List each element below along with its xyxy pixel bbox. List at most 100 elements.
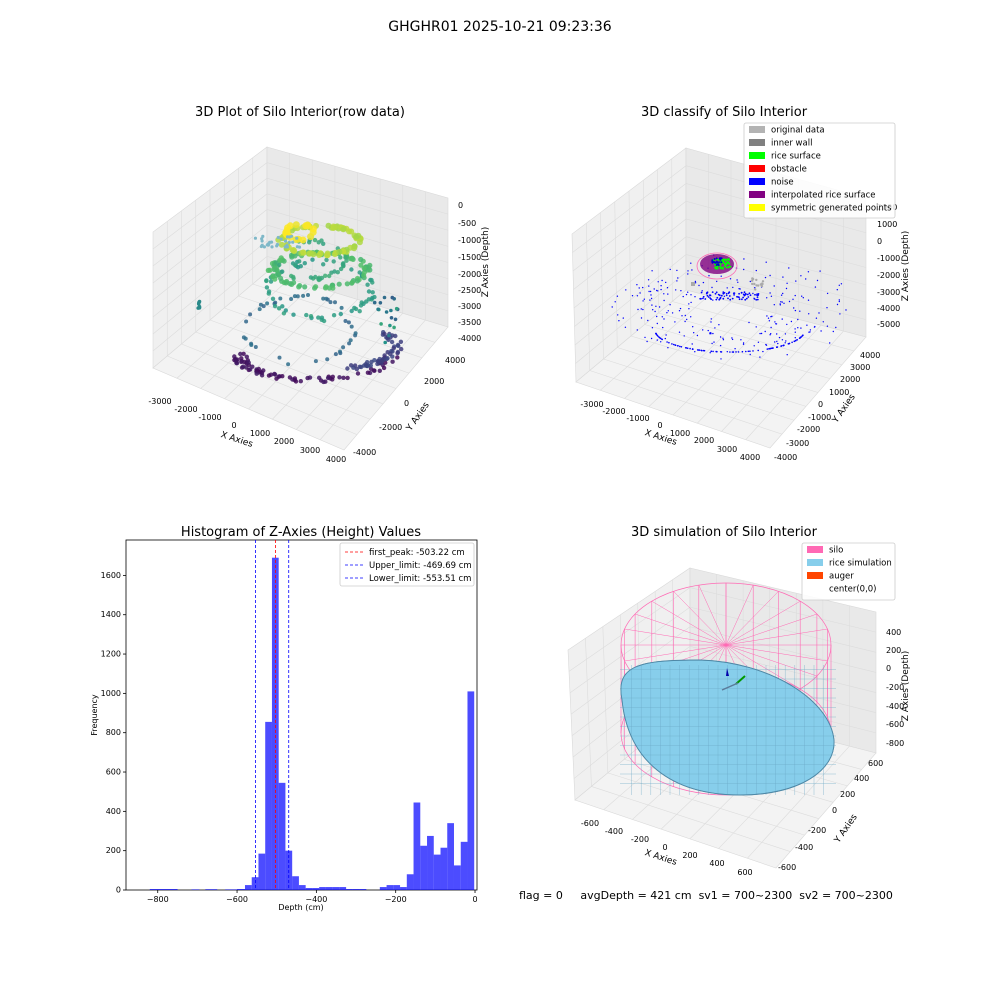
data-point bbox=[398, 339, 404, 344]
noise-point bbox=[766, 348, 769, 350]
noise-point bbox=[745, 293, 747, 296]
data-point bbox=[324, 257, 329, 263]
classify-x-tick: -1000 bbox=[626, 414, 649, 423]
data-point bbox=[306, 293, 310, 297]
data-point bbox=[379, 358, 385, 363]
simulation-x-tick: 400 bbox=[709, 859, 724, 868]
noise-point bbox=[783, 302, 785, 304]
noise-point bbox=[718, 298, 721, 301]
x-tick-label: 0 bbox=[472, 895, 477, 904]
noise-point bbox=[786, 282, 788, 284]
noise-point bbox=[759, 332, 761, 335]
histogram-bar bbox=[205, 889, 218, 890]
grid-line bbox=[573, 200, 867, 290]
histogram-bar bbox=[319, 887, 326, 890]
data-point bbox=[347, 341, 352, 346]
data-point bbox=[308, 275, 314, 280]
data-point bbox=[293, 379, 299, 384]
simulation-y-label: Y Axies bbox=[832, 812, 860, 845]
y-tick-label: 0 bbox=[116, 886, 121, 895]
noise-point bbox=[729, 351, 731, 353]
histogram-bar bbox=[352, 889, 360, 890]
noise-point bbox=[819, 270, 821, 272]
noise-point bbox=[654, 310, 656, 313]
status-line: flag = 0 avgDepth = 421 cm sv1 = 700~230… bbox=[519, 889, 893, 902]
noise-point bbox=[687, 291, 689, 293]
noise-point bbox=[749, 353, 751, 356]
grid-line bbox=[152, 177, 449, 267]
grid-line bbox=[642, 180, 646, 325]
noise-point bbox=[762, 350, 764, 353]
histogram-legend-box bbox=[339, 542, 475, 587]
noise-point bbox=[702, 295, 705, 298]
noise-point bbox=[665, 334, 667, 336]
grid-line bbox=[152, 240, 449, 335]
data-point bbox=[274, 267, 280, 274]
noise-point bbox=[726, 287, 728, 289]
noise-point bbox=[625, 289, 627, 291]
data-point bbox=[331, 224, 338, 231]
noise-point bbox=[720, 275, 722, 277]
noise-point bbox=[660, 341, 662, 343]
simulation-z-tick: -600 bbox=[886, 720, 904, 729]
classify-y-tick: 4000 bbox=[860, 351, 880, 360]
histogram-bar bbox=[393, 885, 401, 890]
data-point bbox=[372, 300, 377, 305]
noise-point bbox=[801, 335, 803, 337]
noise-point bbox=[726, 292, 728, 295]
noise-point bbox=[725, 294, 728, 297]
raw-z-tick: -3000 bbox=[458, 302, 481, 311]
grid-line bbox=[585, 638, 592, 787]
data-point bbox=[351, 245, 358, 252]
data-point bbox=[295, 236, 299, 240]
silo-roof-line bbox=[725, 644, 801, 690]
histogram-x-ticks: −800 −600 −400 −200 0 bbox=[147, 890, 478, 904]
noise-point bbox=[753, 345, 755, 347]
noise-point bbox=[779, 304, 781, 306]
classify-y-tick: 3000 bbox=[850, 363, 870, 372]
noise-point bbox=[716, 296, 719, 299]
noise-point bbox=[757, 341, 760, 343]
simulation-x-tick: 200 bbox=[682, 851, 697, 860]
noise-point bbox=[638, 287, 640, 289]
noise-point bbox=[736, 279, 738, 281]
rice-surface bbox=[620, 659, 836, 796]
noise-point bbox=[624, 326, 627, 328]
histogram-bar bbox=[440, 847, 448, 890]
noise-point bbox=[663, 318, 665, 320]
histogram-bar bbox=[433, 854, 441, 890]
data-point bbox=[249, 343, 254, 347]
data-point bbox=[345, 375, 350, 381]
noise-point bbox=[710, 321, 712, 323]
data-point bbox=[289, 234, 294, 238]
simulation-z-tick: -800 bbox=[886, 739, 904, 748]
noise-point bbox=[661, 338, 663, 341]
noise-point bbox=[826, 292, 829, 295]
data-point bbox=[369, 277, 374, 283]
data-point bbox=[321, 262, 326, 267]
y-tick-label: 800 bbox=[106, 728, 121, 737]
grid-line bbox=[574, 236, 867, 327]
classify-y-tick: -1000 bbox=[808, 413, 831, 422]
silo-roof-line bbox=[725, 613, 817, 646]
data-point bbox=[266, 289, 272, 294]
noise-point bbox=[683, 335, 685, 337]
noise-point bbox=[788, 267, 790, 269]
noise-point bbox=[757, 293, 760, 295]
noise-point bbox=[705, 292, 708, 295]
noise-point bbox=[769, 347, 772, 350]
noise-point bbox=[685, 293, 688, 296]
data-point bbox=[273, 260, 279, 265]
y-tick-label: 1000 bbox=[101, 689, 121, 698]
noise-point bbox=[713, 258, 716, 260]
grid-line bbox=[152, 162, 449, 250]
noise-point bbox=[768, 348, 770, 350]
noise-point bbox=[703, 349, 706, 352]
data-point bbox=[259, 373, 265, 378]
noise-point bbox=[770, 295, 773, 297]
figure-suptitle: GHGHR01 2025-10-21 09:23:36 bbox=[388, 19, 612, 35]
noise-point bbox=[727, 297, 729, 300]
classify-point-cloud bbox=[611, 252, 847, 360]
data-point bbox=[238, 351, 243, 357]
data-point bbox=[304, 222, 312, 230]
